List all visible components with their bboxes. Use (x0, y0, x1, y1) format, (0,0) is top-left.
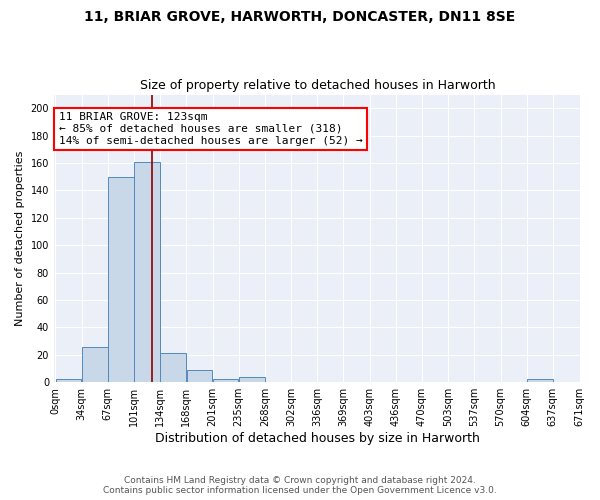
Text: 11, BRIAR GROVE, HARWORTH, DONCASTER, DN11 8SE: 11, BRIAR GROVE, HARWORTH, DONCASTER, DN… (85, 10, 515, 24)
Y-axis label: Number of detached properties: Number of detached properties (15, 150, 25, 326)
Text: Contains HM Land Registry data © Crown copyright and database right 2024.
Contai: Contains HM Land Registry data © Crown c… (103, 476, 497, 495)
X-axis label: Distribution of detached houses by size in Harworth: Distribution of detached houses by size … (155, 432, 480, 445)
Bar (527, 380, 553, 382)
Bar (187, 370, 212, 382)
Text: 11 BRIAR GROVE: 123sqm
← 85% of detached houses are smaller (318)
14% of semi-de: 11 BRIAR GROVE: 123sqm ← 85% of detached… (59, 112, 362, 146)
Bar (160, 354, 186, 382)
Bar (213, 380, 238, 382)
Bar (108, 176, 134, 382)
Bar (134, 162, 160, 382)
Bar (82, 346, 107, 382)
Bar (239, 376, 265, 382)
Bar (56, 380, 82, 382)
Title: Size of property relative to detached houses in Harworth: Size of property relative to detached ho… (140, 79, 496, 92)
